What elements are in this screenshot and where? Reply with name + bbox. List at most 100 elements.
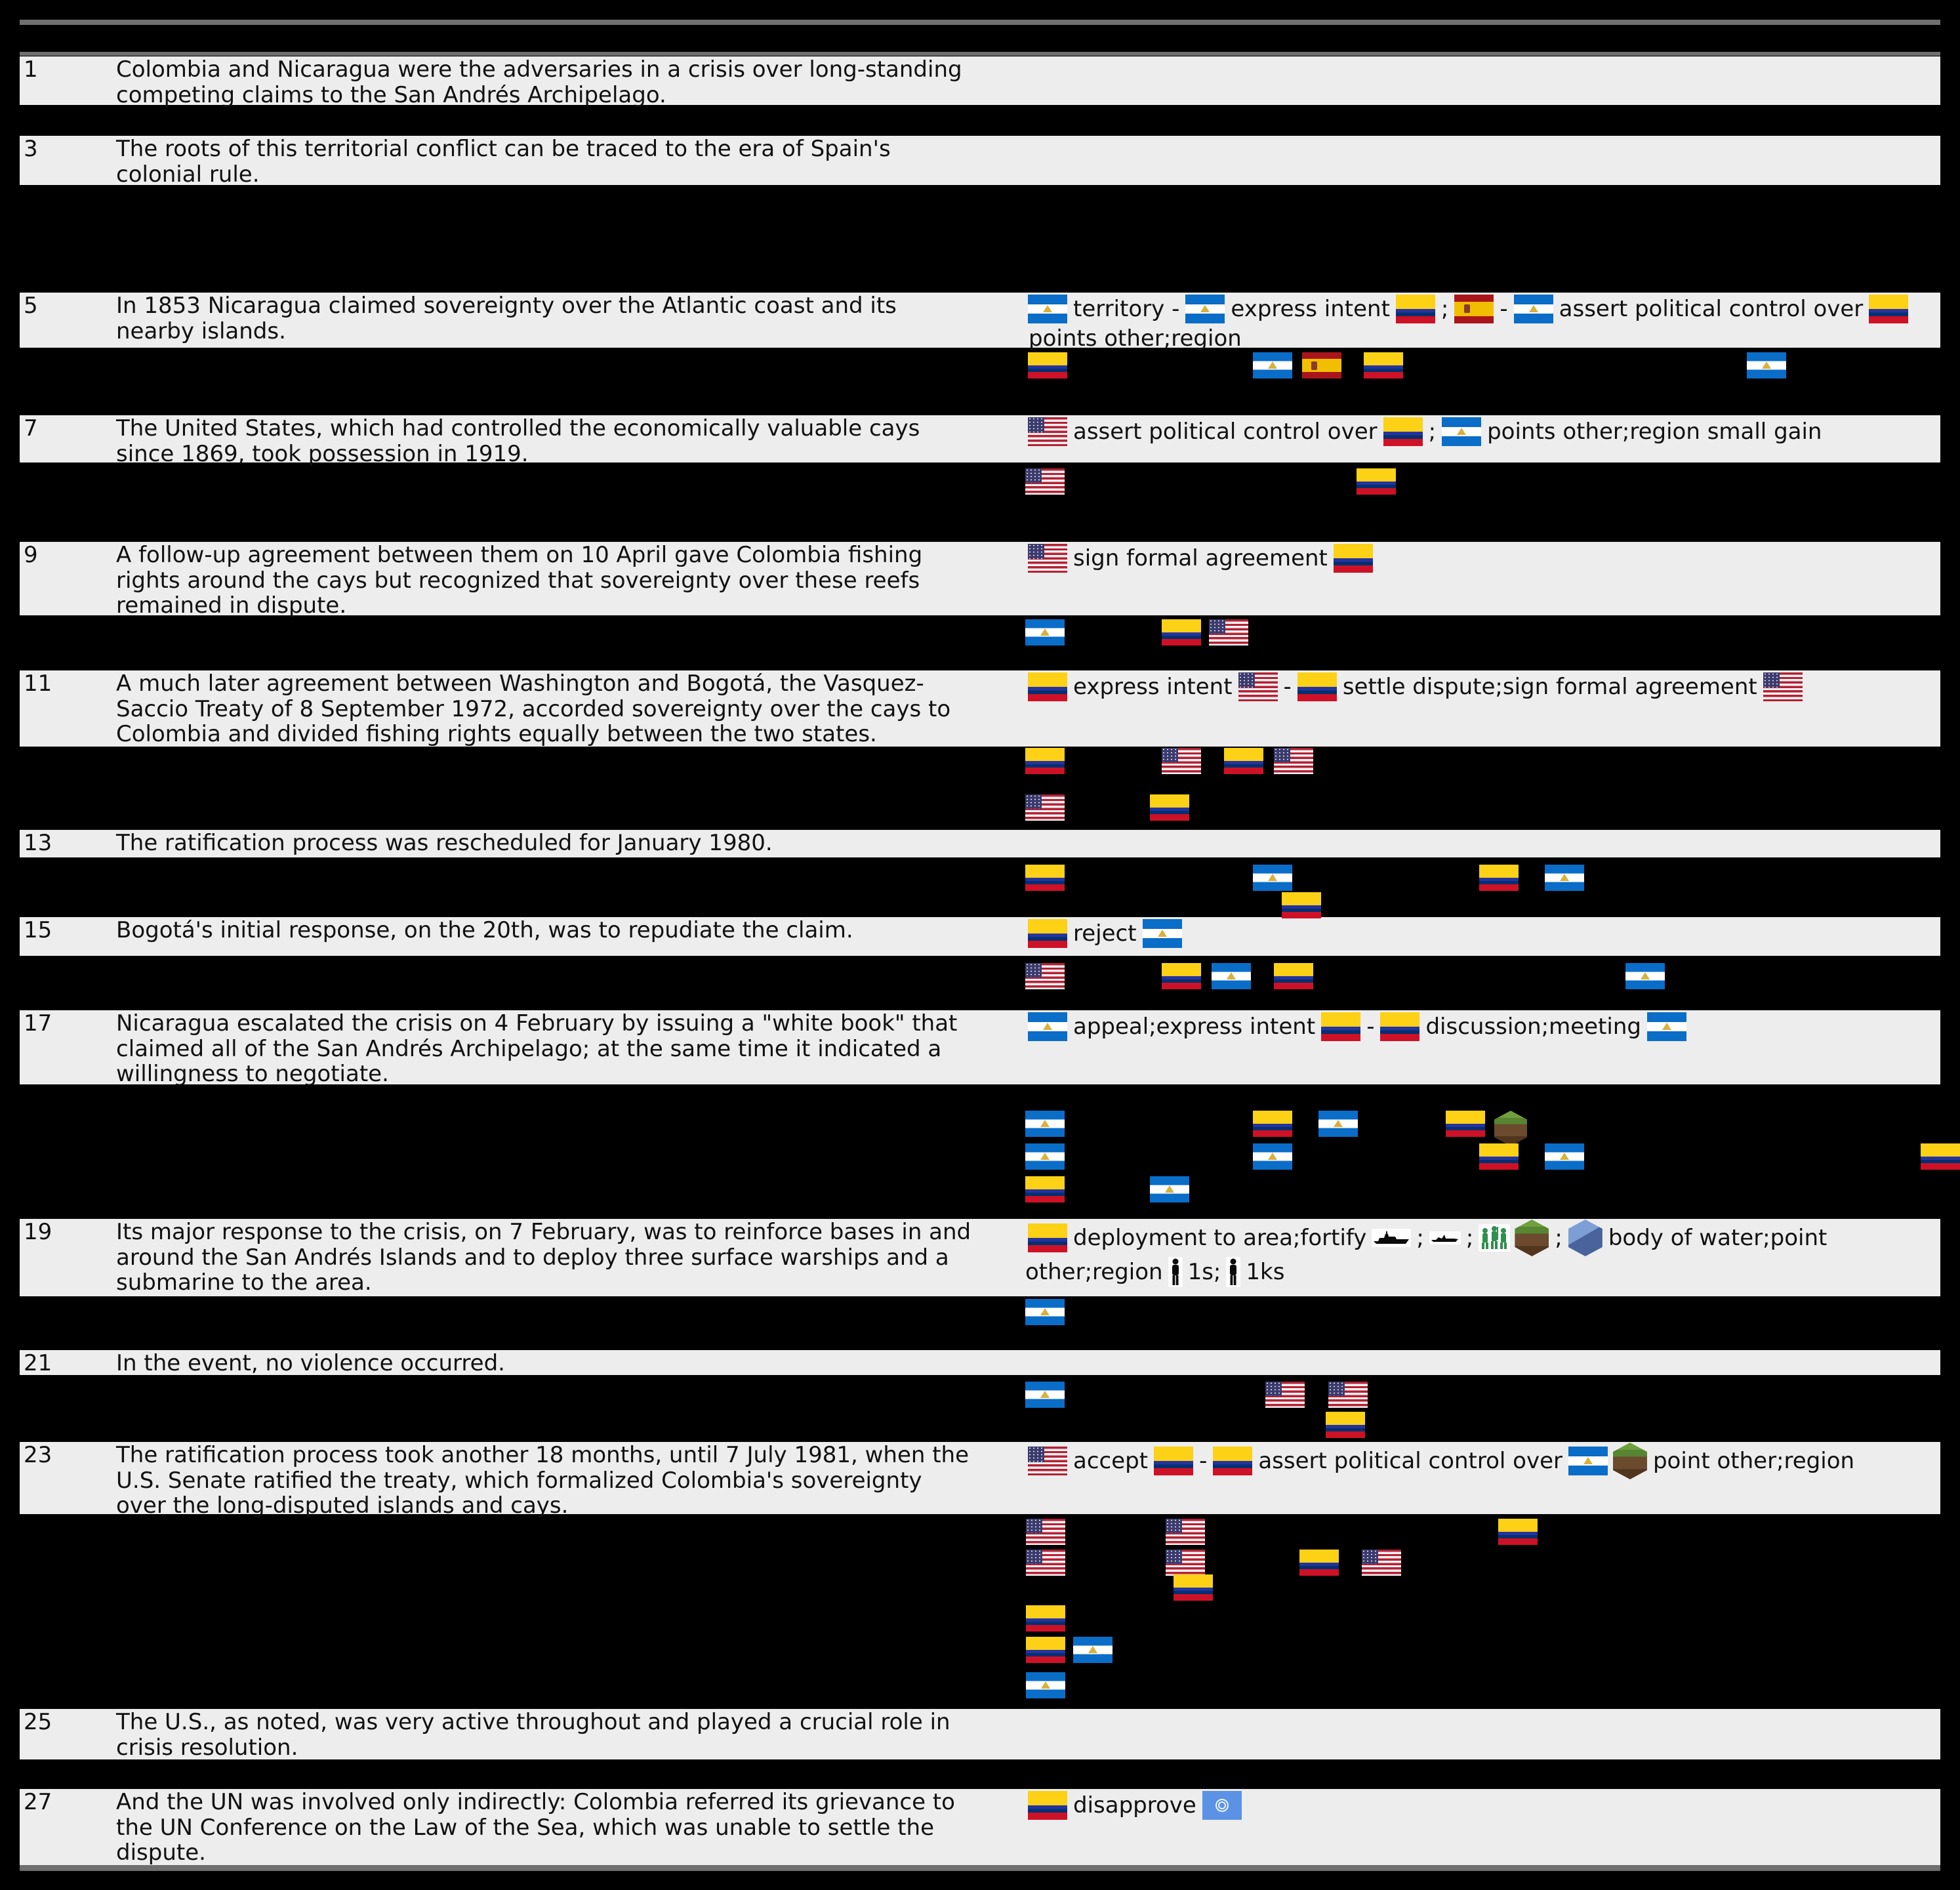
sentence-text: A much later agreement between Washingto…	[116, 671, 1021, 747]
sentence-line: And the UN was involved only indirectly:…	[116, 1789, 955, 1815]
sentence-line: The United States, which had controlled …	[116, 415, 920, 442]
flag-colombia-icon	[1297, 672, 1337, 701]
flag-nicaragua-icon	[1442, 417, 1482, 446]
flag-colombia-icon	[1154, 1447, 1194, 1475]
flag-nicaragua-icon	[1025, 619, 1065, 646]
sentence-line: The ratification process was rescheduled…	[116, 830, 773, 856]
sentence-row: 19 Its major response to the crisis, on 7…	[20, 1219, 1940, 1296]
sentence-line: competing claims to the San Andrés Archi…	[116, 81, 666, 108]
flag-colombia-icon	[1326, 1412, 1365, 1438]
annotation-text: express intent	[1231, 295, 1390, 322]
flag-colombia-icon	[1028, 1223, 1067, 1252]
flag-nicaragua-icon	[1025, 1111, 1065, 1137]
flag-colombia-icon	[1026, 1637, 1065, 1663]
sentence-line: since 1869, took possession in 1919.	[116, 440, 529, 467]
sentence-row: 27 And the UN was involved only indirectl…	[20, 1789, 1940, 1865]
flag-colombia-icon	[1395, 294, 1435, 323]
flag-nicaragua-icon	[1150, 1176, 1189, 1202]
annotation-text: point other;region	[1652, 1448, 1855, 1474]
flag-usa-icon	[1025, 794, 1065, 821]
sentence-line: the UN Conference on the Law of the Sea,…	[116, 1814, 935, 1841]
flag-colombia-icon	[1299, 1550, 1339, 1576]
flag-usa-icon	[1166, 1519, 1205, 1545]
sentence-line: crisis resolution.	[116, 1734, 298, 1761]
flag-nicaragua-icon	[1253, 1143, 1292, 1170]
annotation-text: ;	[1555, 1225, 1562, 1251]
sentence-line: colonial rule.	[116, 161, 260, 188]
separator-bar	[20, 1865, 1940, 1871]
person-icon	[1168, 1256, 1183, 1287]
flag-nicaragua-icon	[1568, 1447, 1608, 1475]
annotation-text: assert political control over	[1559, 295, 1864, 322]
flag-nicaragua-icon	[1028, 294, 1067, 323]
flag-usa-icon	[1328, 1382, 1368, 1408]
sentence-row: 5 In 1853 Nicaragua claimed sovereignty o…	[20, 293, 1940, 352]
sentence-line: over the long-disputed islands and cays.	[116, 1492, 569, 1519]
sentence-number: 11	[24, 670, 52, 697]
flag-colombia-icon	[1869, 294, 1909, 323]
annotation-text: -	[1199, 1448, 1208, 1474]
sentence-number: 25	[24, 1709, 52, 1735]
sentence-row: 3 The roots of this territorial conflict …	[20, 136, 1940, 187]
sentence-line: A follow-up agreement between them on 10…	[116, 542, 923, 568]
annotation-text: deployment to area;fortify	[1073, 1225, 1367, 1251]
flag-colombia-icon	[1446, 1111, 1485, 1137]
sentence-number: 17	[24, 1010, 52, 1037]
flag-colombia-icon	[1025, 748, 1065, 774]
flag-colombia-icon	[1498, 1519, 1538, 1545]
sentence-row: 13 The ratification process was reschedul…	[20, 830, 1940, 857]
sentence-text: In the event, no violence occurred.	[116, 1351, 1021, 1376]
flag-usa-icon	[1028, 1447, 1067, 1475]
annotation-text: ;	[1440, 295, 1449, 322]
flag-nicaragua-icon	[1545, 865, 1584, 891]
annotation-text: discussion;meeting	[1425, 1013, 1641, 1040]
annotation-text: assert political control over	[1073, 418, 1378, 445]
sentence-number: 15	[24, 917, 52, 943]
sentence-text: The U.S., as noted, was very active thro…	[116, 1710, 1021, 1760]
event-annotation: territory - express intent; - assert politi…	[1025, 293, 1944, 353]
sentence-line: The ratification process took another 18…	[116, 1442, 970, 1468]
flag-colombia-icon	[1028, 918, 1067, 948]
annotation-text: territory -	[1073, 295, 1180, 322]
sentence-text: The roots of this territorial conflict c…	[116, 136, 1021, 187]
event-annotation: reject	[1025, 918, 1944, 948]
flag-nicaragua-icon	[1545, 1143, 1584, 1170]
flag-colombia-icon	[1025, 865, 1065, 891]
sentence-line: around the San Andrés Islands and to dep…	[116, 1244, 949, 1271]
sentence-row: 7 The United States, which had controlled…	[20, 415, 1940, 466]
flag-nicaragua-icon	[1253, 352, 1292, 379]
flag-nicaragua-icon	[1026, 1672, 1065, 1698]
sentence-row: 23 The ratification process took another …	[20, 1442, 1940, 1518]
sentence-text: Colombia and Nicaragua were the adversar…	[116, 57, 1021, 108]
annotation-text: body of water;point other;region	[1025, 1225, 1827, 1285]
sentence-row: 9 A follow-up agreement between them on 1…	[20, 542, 1940, 618]
flag-nicaragua-icon	[1142, 918, 1182, 948]
event-annotation: express intent - settle dispute;sign forma…	[1025, 671, 1944, 701]
flag-colombia-icon	[1321, 1012, 1361, 1041]
ore-block-icon	[1568, 1220, 1603, 1256]
annotation-text: ;	[1428, 418, 1437, 445]
annotation-text: disapprove	[1073, 1792, 1196, 1818]
flag-nicaragua-icon	[1073, 1637, 1113, 1663]
flag-colombia-icon	[1028, 672, 1067, 701]
sentence-line: Colombia and Nicaragua were the adversar…	[116, 56, 962, 83]
flag-un-icon	[1202, 1790, 1242, 1820]
sentence-line: The U.S., as noted, was very active thro…	[116, 1709, 950, 1735]
flag-colombia-icon	[1380, 1012, 1420, 1041]
sentence-line: Colombia and divided fishing rights equa…	[116, 721, 877, 747]
sentence-number: 5	[24, 293, 38, 319]
flag-colombia-icon	[1026, 1605, 1065, 1632]
grass-block-icon	[1494, 1111, 1527, 1146]
separator-bar	[20, 52, 1940, 56]
annotation-text: ;	[1465, 1225, 1474, 1251]
boat-icon	[1429, 1231, 1461, 1244]
flag-colombia-icon	[1174, 1574, 1213, 1601]
sentence-row: 25 The U.S., as noted, was very active th…	[20, 1709, 1940, 1760]
flag-nicaragua-icon	[1747, 352, 1786, 379]
flag-colombia-icon	[1253, 1111, 1292, 1137]
flag-nicaragua-icon	[1025, 1299, 1065, 1325]
sentence-row: 17 Nicaragua escalated the crisis on 4 Fe…	[20, 1010, 1940, 1086]
sentence-line: submarine to the area.	[116, 1269, 372, 1296]
event-annotation: disapprove	[1025, 1790, 1944, 1820]
annotation-text: -	[1500, 295, 1508, 322]
